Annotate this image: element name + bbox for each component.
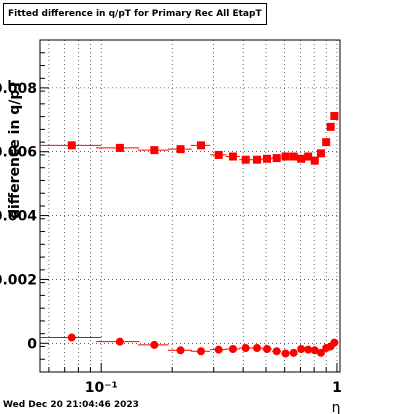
data-point-square [322, 138, 331, 147]
data-point-circle [196, 347, 205, 356]
data-point-square [150, 146, 159, 155]
data-point-circle [330, 338, 339, 347]
data-point-circle [304, 345, 313, 354]
data-point-square [310, 156, 319, 165]
data-point-circle [150, 340, 159, 349]
y-axis-label: difference in q/pT [7, 80, 23, 219]
data-point-circle [115, 337, 124, 346]
data-point-circle [289, 348, 298, 357]
data-point-square [253, 155, 262, 164]
data-point-circle [272, 347, 281, 356]
y-tick-label: 0.006 [0, 145, 37, 161]
data-point-circle [281, 349, 290, 358]
data-point-circle [241, 344, 250, 353]
data-point-circle [316, 348, 325, 357]
data-point-square [228, 152, 237, 161]
data-point-square [316, 149, 325, 158]
y-tick-label: 0.004 [0, 209, 37, 225]
x-axis-label: η [332, 400, 341, 414]
y-tick-label: 0.002 [0, 272, 37, 288]
data-point-square [330, 111, 339, 120]
data-point-square [297, 154, 306, 163]
data-point-circle [228, 345, 237, 354]
data-point-circle [297, 345, 306, 354]
chart-title: Fitted difference in q/pT for Primary Re… [3, 3, 267, 25]
data-point-circle [176, 346, 185, 355]
x-tick-label: 10⁻¹ [85, 380, 118, 396]
data-point-square [176, 145, 185, 154]
data-point-square [241, 155, 250, 164]
data-point-square [115, 143, 124, 152]
data-point-square [196, 141, 205, 150]
y-tick-label: 0.008 [0, 81, 37, 97]
timestamp-label: Wed Dec 20 21:04:46 2023 [3, 400, 139, 410]
plot-frame [39, 39, 341, 373]
data-point-square [281, 152, 290, 161]
data-point-circle [310, 346, 319, 355]
data-point-square [263, 154, 272, 163]
data-point-square [214, 150, 223, 159]
data-point-square [304, 152, 313, 161]
data-point-circle [253, 344, 262, 353]
data-point-square [326, 122, 335, 131]
data-point-circle [67, 333, 76, 342]
y-tick-label: 0 [27, 336, 37, 352]
data-point-square [272, 154, 281, 163]
data-point-circle [214, 345, 223, 354]
data-point-circle [263, 345, 272, 354]
data-point-square [67, 141, 76, 150]
x-tick-label: 1 [332, 380, 342, 396]
data-point-square [289, 152, 298, 161]
